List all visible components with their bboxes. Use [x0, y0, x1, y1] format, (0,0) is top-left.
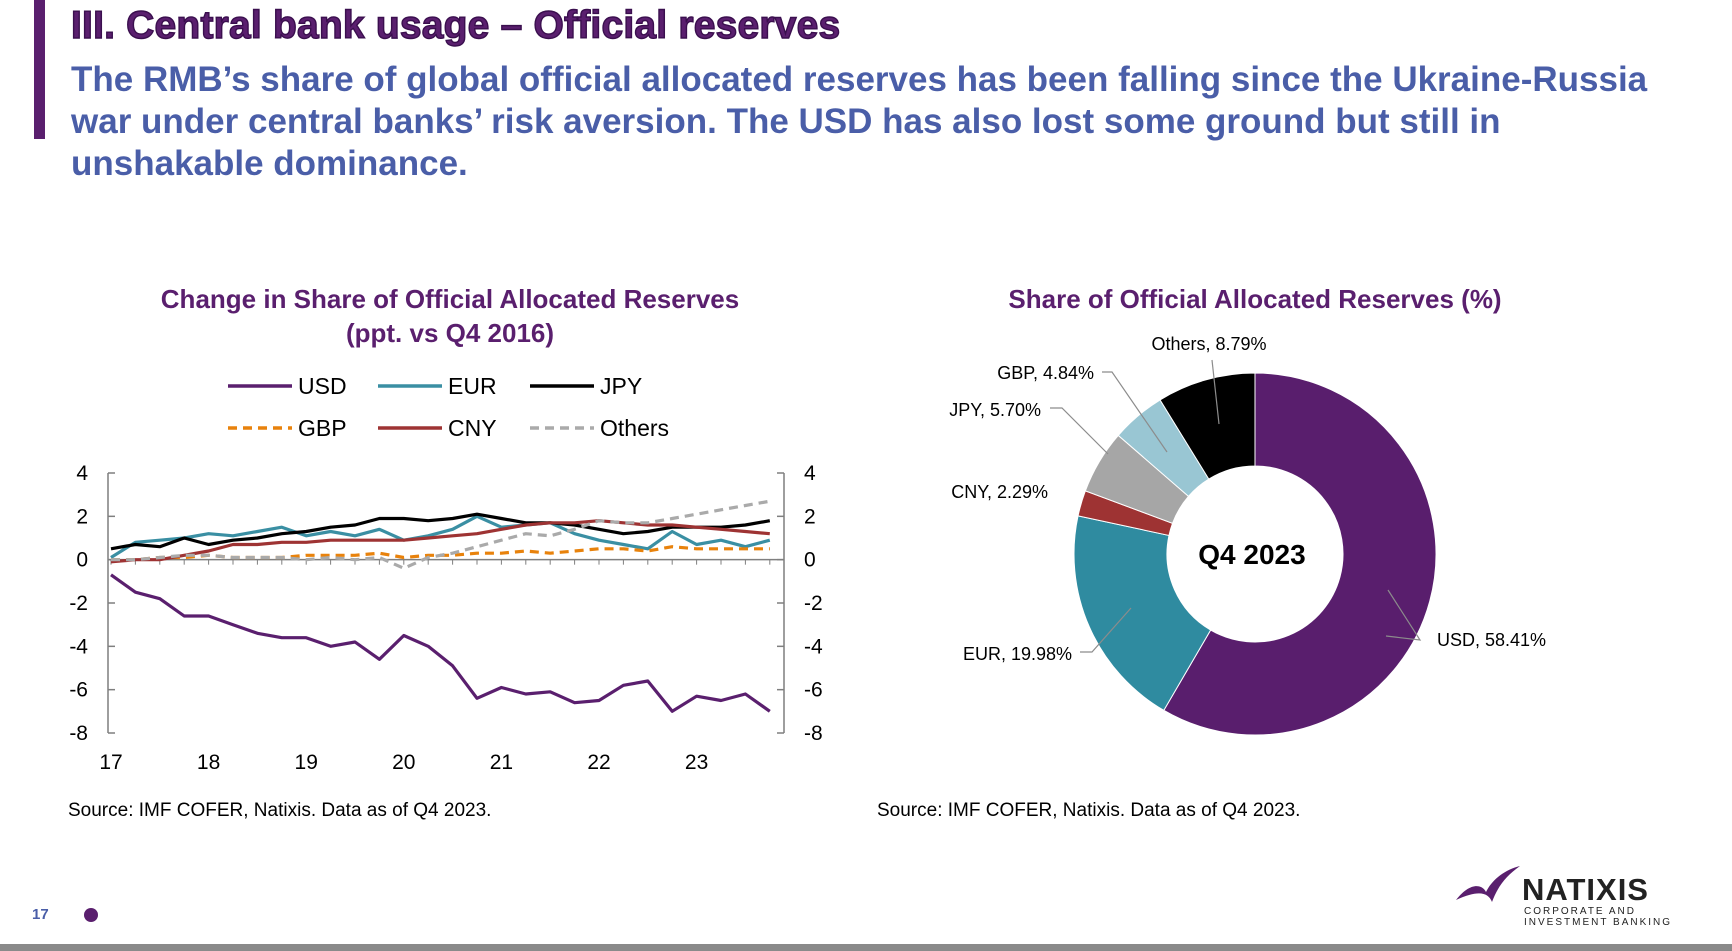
slice-label-jpy: JPY, 5.70% [949, 400, 1041, 420]
donut-slice-others [1159, 372, 1256, 480]
donut-slice-usd [1163, 372, 1437, 736]
y-tick-label-left: -4 [69, 635, 88, 658]
slice-label-others: Others, 8.79% [1151, 334, 1266, 354]
y-tick-label-left: 4 [76, 462, 88, 485]
page-number: 17 [32, 906, 49, 923]
slice-label-gbp: GBP, 4.84% [997, 363, 1094, 383]
legend-label-jpy: JPY [600, 373, 642, 399]
slide-title: III. Central bank usage – Official reser… [70, 3, 841, 47]
donut-chart-title: Share of Official Allocated Reserves (%) [1008, 284, 1502, 314]
title-accent-bar [34, 0, 45, 139]
y-tick-label-right: -8 [804, 722, 823, 745]
slice-label-cny: CNY, 2.29% [951, 482, 1048, 502]
x-tick-label: 21 [490, 751, 513, 774]
y-tick-label-right: 4 [804, 462, 816, 485]
slice-label-usd: USD, 58.41% [1437, 630, 1546, 650]
y-tick-label-left: 2 [76, 505, 88, 528]
y-tick-label-left: -2 [69, 592, 88, 615]
series-line-cny [110, 519, 770, 564]
y-tick-label-right: -4 [804, 635, 823, 658]
donut-center-label: Q4 2023 [1198, 539, 1305, 570]
leader-line-others [1211, 359, 1220, 425]
x-tick-label: 23 [685, 751, 708, 774]
natixis-swoosh-icon [1456, 866, 1520, 902]
line-chart-title: Change in Share of Official Allocated Re… [160, 284, 740, 348]
series-line-usd [110, 573, 771, 713]
series-line-jpy [110, 512, 771, 551]
y-tick-label-right: 0 [804, 549, 816, 572]
source-note-left: Source: IMF COFER, Natixis. Data as of Q… [68, 800, 492, 821]
y-tick-label-right: -6 [804, 679, 823, 702]
legend-label-others: Others [600, 415, 669, 441]
legend-label-cny: CNY [448, 415, 497, 441]
source-note-right: Source: IMF COFER, Natixis. Data as of Q… [877, 800, 1301, 821]
leader-line-jpy [1050, 407, 1109, 455]
y-tick-label-right: 2 [804, 505, 816, 528]
series-line-eur [110, 514, 771, 559]
footer-strip [0, 944, 1732, 951]
legend-label-gbp: GBP [298, 415, 347, 441]
natixis-logo: NATIXIS CORPORATE AND INVESTMENT BANKING [1452, 862, 1682, 928]
logo-wordmark: NATIXIS [1522, 872, 1649, 907]
y-tick-label-left: -8 [69, 722, 88, 745]
donut-slice-eur [1073, 515, 1212, 712]
y-tick-label-left: 0 [76, 549, 88, 572]
series-line-gbp [111, 545, 770, 562]
legend-label-eur: EUR [448, 373, 497, 399]
leader-line-usd [1385, 589, 1422, 641]
slice-label-eur: EUR, 19.98% [963, 644, 1072, 664]
series-line-others [111, 499, 771, 570]
y-tick-label-right: -2 [804, 592, 823, 615]
x-tick-label: 19 [295, 751, 318, 774]
page-dot [84, 908, 98, 922]
logo-tagline: CORPORATE AND INVESTMENT BANKING [1524, 906, 1673, 928]
leader-line-gbp [1102, 371, 1168, 453]
x-tick-label: 22 [587, 751, 610, 774]
slide-subtitle: The RMB’s share of global official alloc… [71, 60, 1648, 183]
leader-line-eur [1080, 607, 1132, 653]
y-tick-label-left: -6 [69, 679, 88, 702]
x-tick-label: 18 [197, 751, 220, 774]
x-tick-label: 17 [99, 751, 122, 774]
legend-label-usd: USD [298, 373, 347, 399]
x-tick-label: 20 [392, 751, 415, 774]
